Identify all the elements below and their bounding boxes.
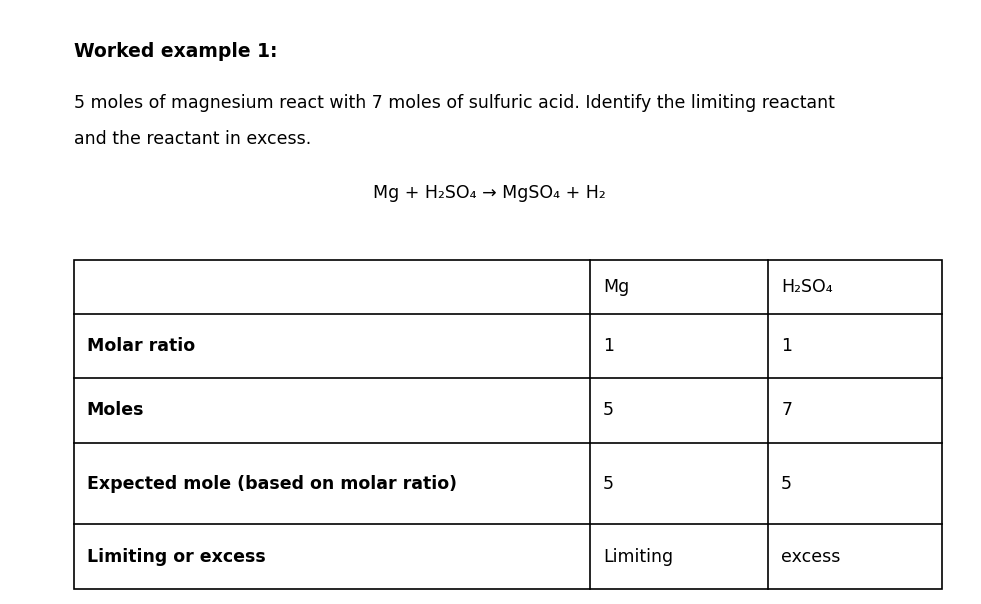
Text: 5: 5: [781, 475, 792, 492]
Text: Expected mole (based on molar ratio): Expected mole (based on molar ratio): [86, 475, 456, 492]
Text: 1: 1: [603, 337, 614, 355]
Text: Limiting or excess: Limiting or excess: [86, 548, 265, 566]
Text: Molar ratio: Molar ratio: [86, 337, 194, 355]
Text: 5: 5: [603, 475, 614, 492]
Text: 5: 5: [603, 402, 614, 419]
Text: Mg: Mg: [603, 278, 630, 296]
Text: 5 moles of magnesium react with 7 moles of sulfuric acid. Identify the limiting : 5 moles of magnesium react with 7 moles …: [74, 94, 835, 112]
Text: Worked example 1:: Worked example 1:: [74, 42, 277, 61]
Text: H₂SO₄: H₂SO₄: [781, 278, 833, 296]
Text: excess: excess: [781, 548, 841, 566]
Text: 1: 1: [781, 337, 792, 355]
Text: and the reactant in excess.: and the reactant in excess.: [74, 130, 311, 148]
Text: Moles: Moles: [86, 402, 144, 419]
Text: 7: 7: [781, 402, 792, 419]
Text: Limiting: Limiting: [603, 548, 673, 566]
Text: Mg + H₂SO₄ → MgSO₄ + H₂: Mg + H₂SO₄ → MgSO₄ + H₂: [373, 184, 605, 202]
